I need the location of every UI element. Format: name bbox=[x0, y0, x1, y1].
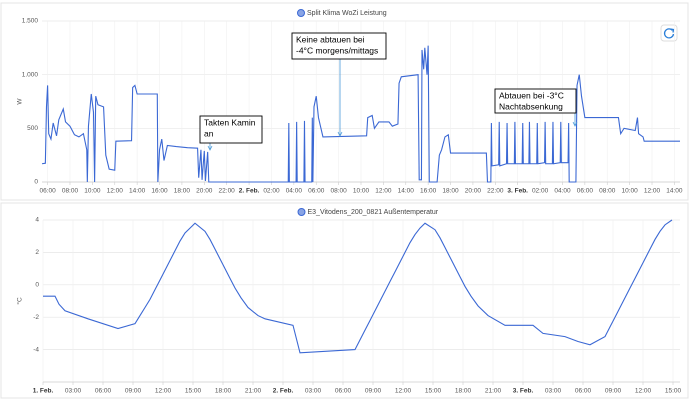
x-tick-label: 02:00 bbox=[532, 188, 549, 195]
refresh-button[interactable] bbox=[660, 24, 678, 42]
y-tick-label: 0 bbox=[34, 179, 38, 186]
x-tick-label: 12:00 bbox=[644, 188, 661, 195]
x-tick-label: 1. Feb. bbox=[33, 388, 54, 395]
legend-marker bbox=[297, 9, 305, 17]
x-tick-label: 18:00 bbox=[442, 188, 459, 195]
x-tick-label: 09:00 bbox=[605, 388, 622, 395]
x-tick-label: 20:00 bbox=[465, 188, 482, 195]
x-tick-label: 16:00 bbox=[420, 188, 437, 195]
x-tick-label: 08:00 bbox=[330, 188, 347, 195]
x-tick-label: 21:00 bbox=[485, 388, 502, 395]
y-axis-label: °C bbox=[16, 297, 24, 305]
x-tick-label: 3. Feb. bbox=[513, 388, 534, 395]
legend-label: E3_Vitodens_200_0821 Außentemperatur bbox=[308, 209, 439, 216]
x-tick-label: 18:00 bbox=[215, 388, 232, 395]
y-tick-label: 2 bbox=[35, 249, 39, 256]
x-tick-label: 20:00 bbox=[196, 188, 213, 195]
x-tick-label: 03:00 bbox=[545, 388, 562, 395]
x-tick-label: 06:00 bbox=[575, 388, 592, 395]
x-tick-label: 09:00 bbox=[125, 388, 142, 395]
x-tick-label: 14:00 bbox=[129, 188, 146, 195]
x-tick-label: 03:00 bbox=[305, 388, 322, 395]
legend-marker bbox=[297, 208, 306, 216]
annotation-box bbox=[494, 88, 577, 114]
y-tick-label: -2 bbox=[33, 314, 39, 321]
y-tick-label: 1.500 bbox=[22, 18, 39, 25]
x-tick-label: 06:00 bbox=[39, 188, 56, 195]
x-tick-label: 12:00 bbox=[375, 188, 392, 195]
x-tick-label: 02:00 bbox=[263, 188, 280, 195]
x-tick-label: 14:00 bbox=[398, 188, 415, 195]
x-tick-label: 18:00 bbox=[455, 388, 472, 395]
x-tick-label: 08:00 bbox=[62, 188, 79, 195]
x-tick-label: 04:00 bbox=[554, 188, 571, 195]
x-tick-label: 15:00 bbox=[665, 388, 682, 395]
x-tick-label: 10:00 bbox=[621, 188, 638, 195]
annotation-box bbox=[291, 32, 387, 60]
x-tick-label: 10:00 bbox=[353, 188, 370, 195]
annotation-text: an bbox=[204, 128, 214, 138]
y-tick-label: -4 bbox=[33, 346, 39, 353]
x-tick-label: 3. Feb. bbox=[507, 188, 528, 195]
annotation-arrowhead bbox=[337, 131, 343, 137]
x-tick-label: 2. Feb. bbox=[273, 388, 294, 395]
annotation-text: -4°C morgens/mittags bbox=[296, 45, 378, 55]
data-line bbox=[43, 219, 673, 354]
y-tick-label: 1.000 bbox=[22, 71, 39, 78]
x-tick-label: 06:00 bbox=[335, 388, 352, 395]
x-tick-label: 06:00 bbox=[308, 188, 325, 195]
x-tick-label: 21:00 bbox=[245, 388, 262, 395]
x-tick-label: 12:00 bbox=[155, 388, 172, 395]
x-tick-label: 04:00 bbox=[286, 188, 303, 195]
x-tick-label: 08:00 bbox=[599, 188, 616, 195]
y-tick-label: 500 bbox=[27, 125, 38, 132]
y-axis-label: W bbox=[17, 98, 24, 105]
x-tick-label: 09:00 bbox=[365, 388, 382, 395]
annotation-box bbox=[199, 115, 263, 144]
x-tick-label: 12:00 bbox=[107, 188, 124, 195]
x-tick-label: 06:00 bbox=[95, 388, 112, 395]
x-tick-label: 14:00 bbox=[666, 188, 683, 195]
annotation-text: Takten Kamin bbox=[204, 117, 256, 127]
x-tick-label: 12:00 bbox=[395, 388, 412, 395]
legend-label: Split Klima WoZi Leistung bbox=[307, 10, 387, 17]
panel bbox=[0, 202, 689, 399]
annotation-text: Abtauen bei -3°C bbox=[499, 90, 564, 100]
annotation-arrowhead bbox=[207, 145, 213, 151]
data-line bbox=[41, 45, 680, 183]
x-tick-label: 15:00 bbox=[425, 388, 442, 395]
x-tick-label: 15:00 bbox=[185, 388, 202, 395]
x-tick-label: 10:00 bbox=[84, 188, 101, 195]
x-tick-label: 12:00 bbox=[635, 388, 652, 395]
x-tick-label: 03:00 bbox=[65, 388, 82, 395]
annotation-text: Keine abtauen bei bbox=[296, 34, 365, 44]
x-tick-label: 22:00 bbox=[487, 188, 504, 195]
y-tick-label: 0 bbox=[35, 282, 39, 289]
x-tick-label: 22:00 bbox=[219, 188, 236, 195]
x-tick-label: 2. Feb. bbox=[239, 188, 260, 195]
x-tick-label: 16:00 bbox=[151, 188, 168, 195]
x-tick-label: 18:00 bbox=[174, 188, 191, 195]
y-tick-label: 4 bbox=[35, 217, 39, 224]
annotation-arrowhead bbox=[572, 121, 578, 127]
annotation-text: Nachtabsenkung bbox=[499, 101, 563, 111]
x-tick-label: 06:00 bbox=[577, 188, 594, 195]
